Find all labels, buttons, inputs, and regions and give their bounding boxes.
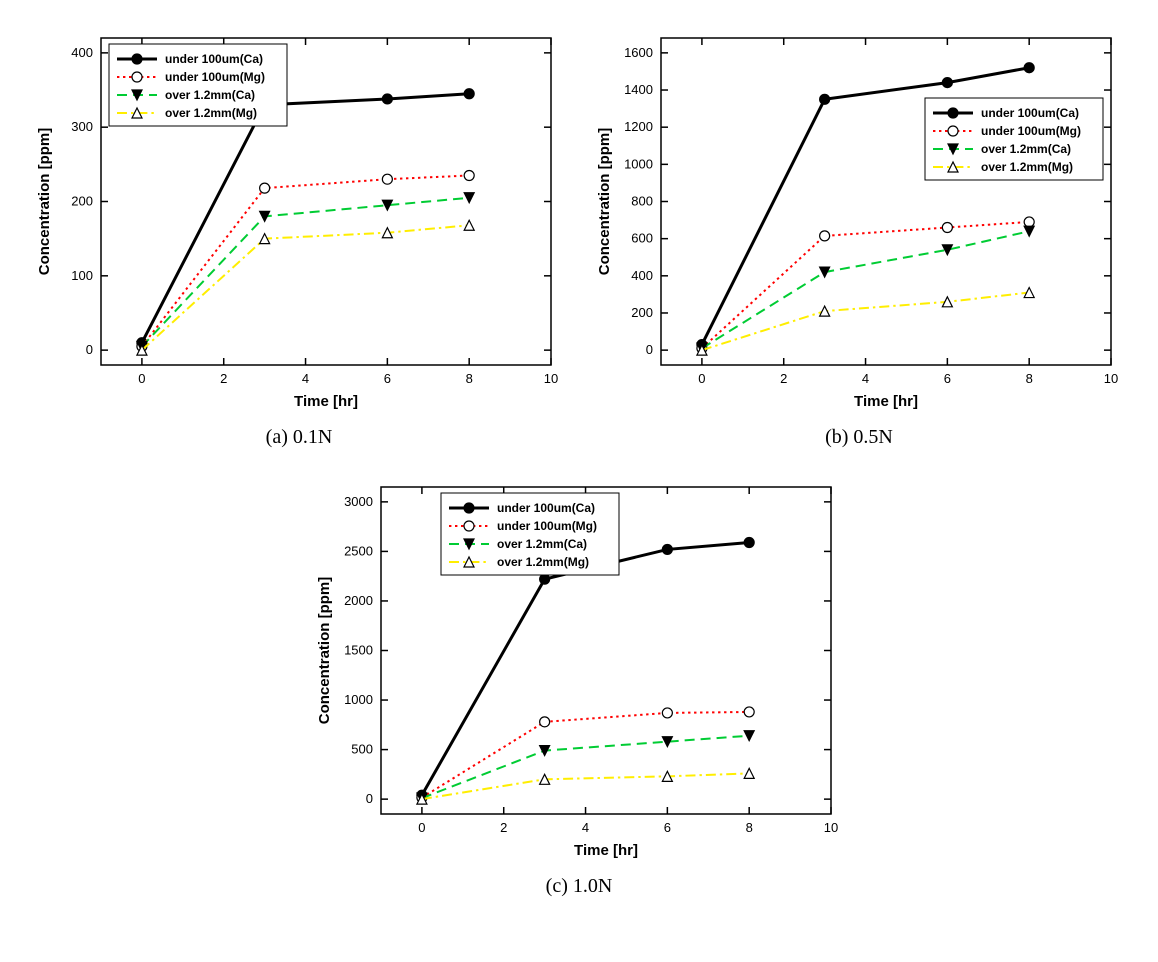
svg-text:2500: 2500 [344,543,373,558]
chart-caption-1: (b) 0.5N [825,426,893,449]
svg-text:2000: 2000 [344,593,373,608]
svg-text:6: 6 [664,820,671,835]
svg-text:Concentration [ppm]: Concentration [ppm] [596,128,613,276]
chart-0: 02468100100200300400Time [hr]Concentrati… [29,20,569,420]
svg-text:under 100um(Ca): under 100um(Ca) [165,52,263,66]
svg-text:8: 8 [1026,371,1033,386]
chart-panel-1: 0 2 4 6 8 10 0 200 400 600 800 1000 1200 1400 1600 Time… [589,20,1129,449]
svg-text:under 100um(Mg): under 100um(Mg) [165,70,265,84]
svg-text:over 1.2mm(Ca): over 1.2mm(Ca) [165,88,255,102]
svg-text:10: 10 [1104,371,1118,386]
svg-text:400: 400 [631,268,653,283]
svg-text:8: 8 [746,820,753,835]
chart-caption-0: (a) 0.1N [266,426,333,449]
svg-text:1200: 1200 [624,119,653,134]
svg-text:4: 4 [302,371,309,386]
svg-text:Concentration [ppm]: Concentration [ppm] [316,577,333,725]
svg-text:under 100um(Ca): under 100um(Ca) [981,106,1079,120]
svg-text:Time [hr]: Time [hr] [574,842,638,859]
svg-text:1000: 1000 [344,692,373,707]
svg-text:6: 6 [944,371,951,386]
svg-text:2: 2 [780,371,787,386]
svg-text:4: 4 [582,820,589,835]
svg-text:10: 10 [824,820,838,835]
svg-text:0: 0 [646,342,653,357]
svg-text:4: 4 [862,371,869,386]
svg-text:2: 2 [220,371,227,386]
svg-text:6: 6 [384,371,391,386]
chart-grid: 02468100100200300400Time [hr]Concentrati… [20,20,1138,898]
svg-text:Time [hr]: Time [hr] [294,393,358,410]
svg-text:over 1.2mm(Mg): over 1.2mm(Mg) [165,106,257,120]
svg-text:8: 8 [466,371,473,386]
svg-text:2: 2 [500,820,507,835]
svg-text:over 1.2mm(Mg): over 1.2mm(Mg) [497,555,589,569]
svg-text:800: 800 [631,194,653,209]
svg-text:1400: 1400 [624,82,653,97]
svg-text:under 100um(Mg): under 100um(Mg) [981,124,1081,138]
svg-text:3000: 3000 [344,494,373,509]
svg-text:over 1.2mm(Ca): over 1.2mm(Ca) [497,537,587,551]
svg-text:0: 0 [138,371,145,386]
chart-panel-0: 02468100100200300400Time [hr]Concentrati… [29,20,569,449]
chart-panel-2: 0 2 4 6 8 10 0 500 1000 1500 2000 2500 3000 Time [hr]… [309,469,849,898]
svg-text:10: 10 [544,371,558,386]
svg-text:over 1.2mm(Ca): over 1.2mm(Ca) [981,142,1071,156]
svg-text:1600: 1600 [624,45,653,60]
svg-text:400: 400 [71,45,93,60]
svg-text:over 1.2mm(Mg): over 1.2mm(Mg) [981,160,1073,174]
svg-text:100: 100 [71,268,93,283]
svg-text:0: 0 [86,342,93,357]
svg-text:under 100um(Mg): under 100um(Mg) [497,519,597,533]
svg-text:1500: 1500 [344,643,373,658]
svg-text:200: 200 [71,194,93,209]
svg-text:Time [hr]: Time [hr] [854,393,918,410]
chart-1: 0 2 4 6 8 10 0 200 400 600 800 1000 1200 1400 1600 Time… [589,20,1129,420]
svg-text:0: 0 [366,791,373,806]
svg-text:0: 0 [698,371,705,386]
svg-text:300: 300 [71,119,93,134]
svg-text:0: 0 [418,820,425,835]
chart-2: 0 2 4 6 8 10 0 500 1000 1500 2000 2500 3000 Time [hr]… [309,469,849,869]
chart-caption-2: (c) 1.0N [546,875,613,898]
svg-text:200: 200 [631,305,653,320]
svg-text:under 100um(Ca): under 100um(Ca) [497,501,595,515]
svg-text:Concentration [ppm]: Concentration [ppm] [36,128,53,276]
svg-text:1000: 1000 [624,156,653,171]
svg-text:500: 500 [351,742,373,757]
svg-text:600: 600 [631,231,653,246]
